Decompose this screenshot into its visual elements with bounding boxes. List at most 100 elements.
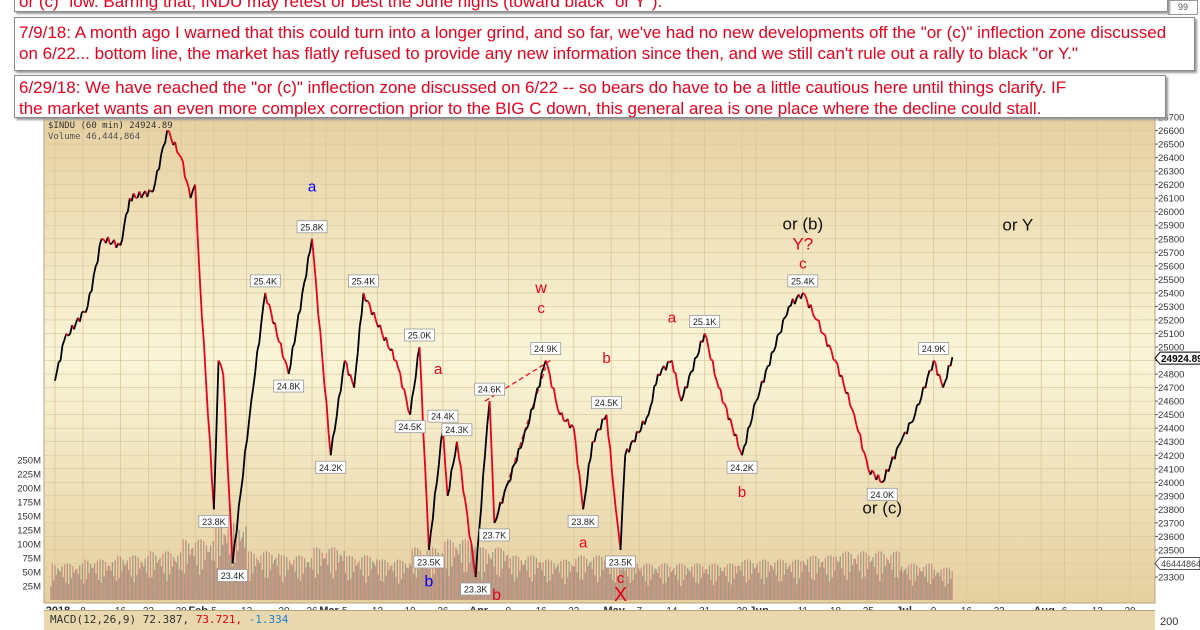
volume-bar	[845, 551, 847, 600]
price-segment	[109, 242, 113, 245]
volume-bar	[365, 583, 367, 600]
volume-bar	[772, 569, 775, 600]
volume-bar	[771, 566, 773, 600]
volume-bar	[667, 577, 670, 600]
price-label-box	[530, 342, 562, 355]
price-segment	[162, 142, 166, 147]
price-segment	[949, 356, 954, 367]
price-segment	[55, 361, 60, 373]
volume-bar	[261, 569, 263, 600]
macd-value: 72.387,	[142, 613, 190, 626]
volume-bar	[528, 577, 531, 600]
volume-bar	[786, 569, 788, 600]
volume-bar	[342, 560, 344, 600]
price-segment	[140, 193, 145, 199]
price-segment	[528, 409, 533, 423]
price-segment	[450, 463, 455, 471]
volume-bar	[793, 577, 795, 600]
volume-bar	[333, 547, 336, 600]
price-segment	[731, 426, 736, 436]
volume-bar	[91, 567, 93, 600]
volume-bar	[147, 556, 149, 600]
price-segment	[688, 371, 692, 377]
price-segment	[776, 332, 781, 336]
volume-bar	[802, 560, 805, 600]
volume-bar	[181, 570, 183, 600]
volume-bar	[256, 557, 258, 600]
price-label: 24.9K	[922, 344, 946, 354]
volume-bar	[849, 572, 851, 600]
volume-bar	[628, 559, 630, 600]
volume-bar	[92, 568, 94, 600]
price-label-box	[460, 582, 492, 596]
price-segment	[613, 491, 617, 510]
price-segment	[602, 417, 605, 421]
volume-bar	[456, 549, 458, 600]
volume-bar	[148, 577, 150, 600]
volume-bar	[547, 559, 550, 600]
price-segment	[865, 458, 870, 469]
volume-bar	[329, 572, 332, 600]
volume-bar	[500, 548, 502, 600]
volume-bar	[492, 552, 494, 600]
price-tick-label: 25900	[1158, 221, 1184, 232]
volume-bar	[160, 566, 163, 600]
volume-bar	[205, 545, 208, 600]
price-label-box	[404, 328, 435, 342]
volume-bar	[582, 579, 584, 600]
price-segment	[853, 414, 858, 425]
volume-bar	[350, 578, 352, 600]
wave-label: or (c)	[862, 498, 902, 517]
price-segment	[743, 442, 747, 448]
volume-bar	[448, 575, 450, 600]
price-segment	[747, 425, 751, 429]
price-segment	[871, 469, 876, 475]
corner-box[interactable]: 99	[1168, 0, 1198, 15]
price-segment	[244, 439, 248, 452]
price-segment	[932, 360, 937, 364]
price-label: 23.8K	[202, 517, 226, 527]
volume-bar	[475, 563, 477, 600]
price-segment	[546, 366, 551, 375]
price-label: 24.3K	[445, 425, 469, 435]
volume-bar	[217, 523, 220, 600]
volume-bar	[706, 568, 708, 600]
price-segment	[289, 347, 294, 366]
price-segment	[152, 183, 156, 192]
volume-bar	[842, 552, 844, 600]
volume-bar	[767, 561, 769, 600]
volume-bar	[950, 578, 952, 600]
volume-bar	[85, 579, 88, 600]
volume-bar	[418, 569, 420, 600]
price-label-box	[591, 396, 622, 410]
price-segment	[757, 390, 761, 399]
volume-bar	[233, 522, 235, 600]
volume-bar	[553, 563, 555, 600]
volume-bar	[273, 559, 276, 600]
price-segment	[767, 364, 771, 367]
price-segment	[293, 329, 298, 344]
volume-bar	[384, 560, 386, 600]
volume-bar	[719, 567, 722, 600]
volume-bar	[427, 569, 430, 600]
volume-bar	[835, 556, 837, 600]
price-segment	[126, 198, 131, 212]
price-segment	[741, 446, 745, 456]
volume-bar	[748, 580, 750, 600]
price-segment	[283, 359, 288, 366]
volume-bar	[586, 558, 588, 600]
volume-bar	[872, 557, 874, 600]
volume-bar	[639, 570, 641, 600]
price-segment	[119, 239, 124, 246]
price-segment	[883, 469, 888, 481]
price-segment	[715, 380, 720, 388]
volume-bar	[313, 547, 315, 600]
volume-bar	[851, 565, 854, 600]
volume-bar	[432, 547, 434, 600]
volume-bar	[89, 563, 92, 600]
price-segment	[560, 412, 565, 422]
volume-bar	[72, 566, 74, 600]
volume-bar	[576, 572, 578, 600]
volume-bar	[316, 547, 318, 600]
price-label: 24.5K	[398, 422, 422, 432]
